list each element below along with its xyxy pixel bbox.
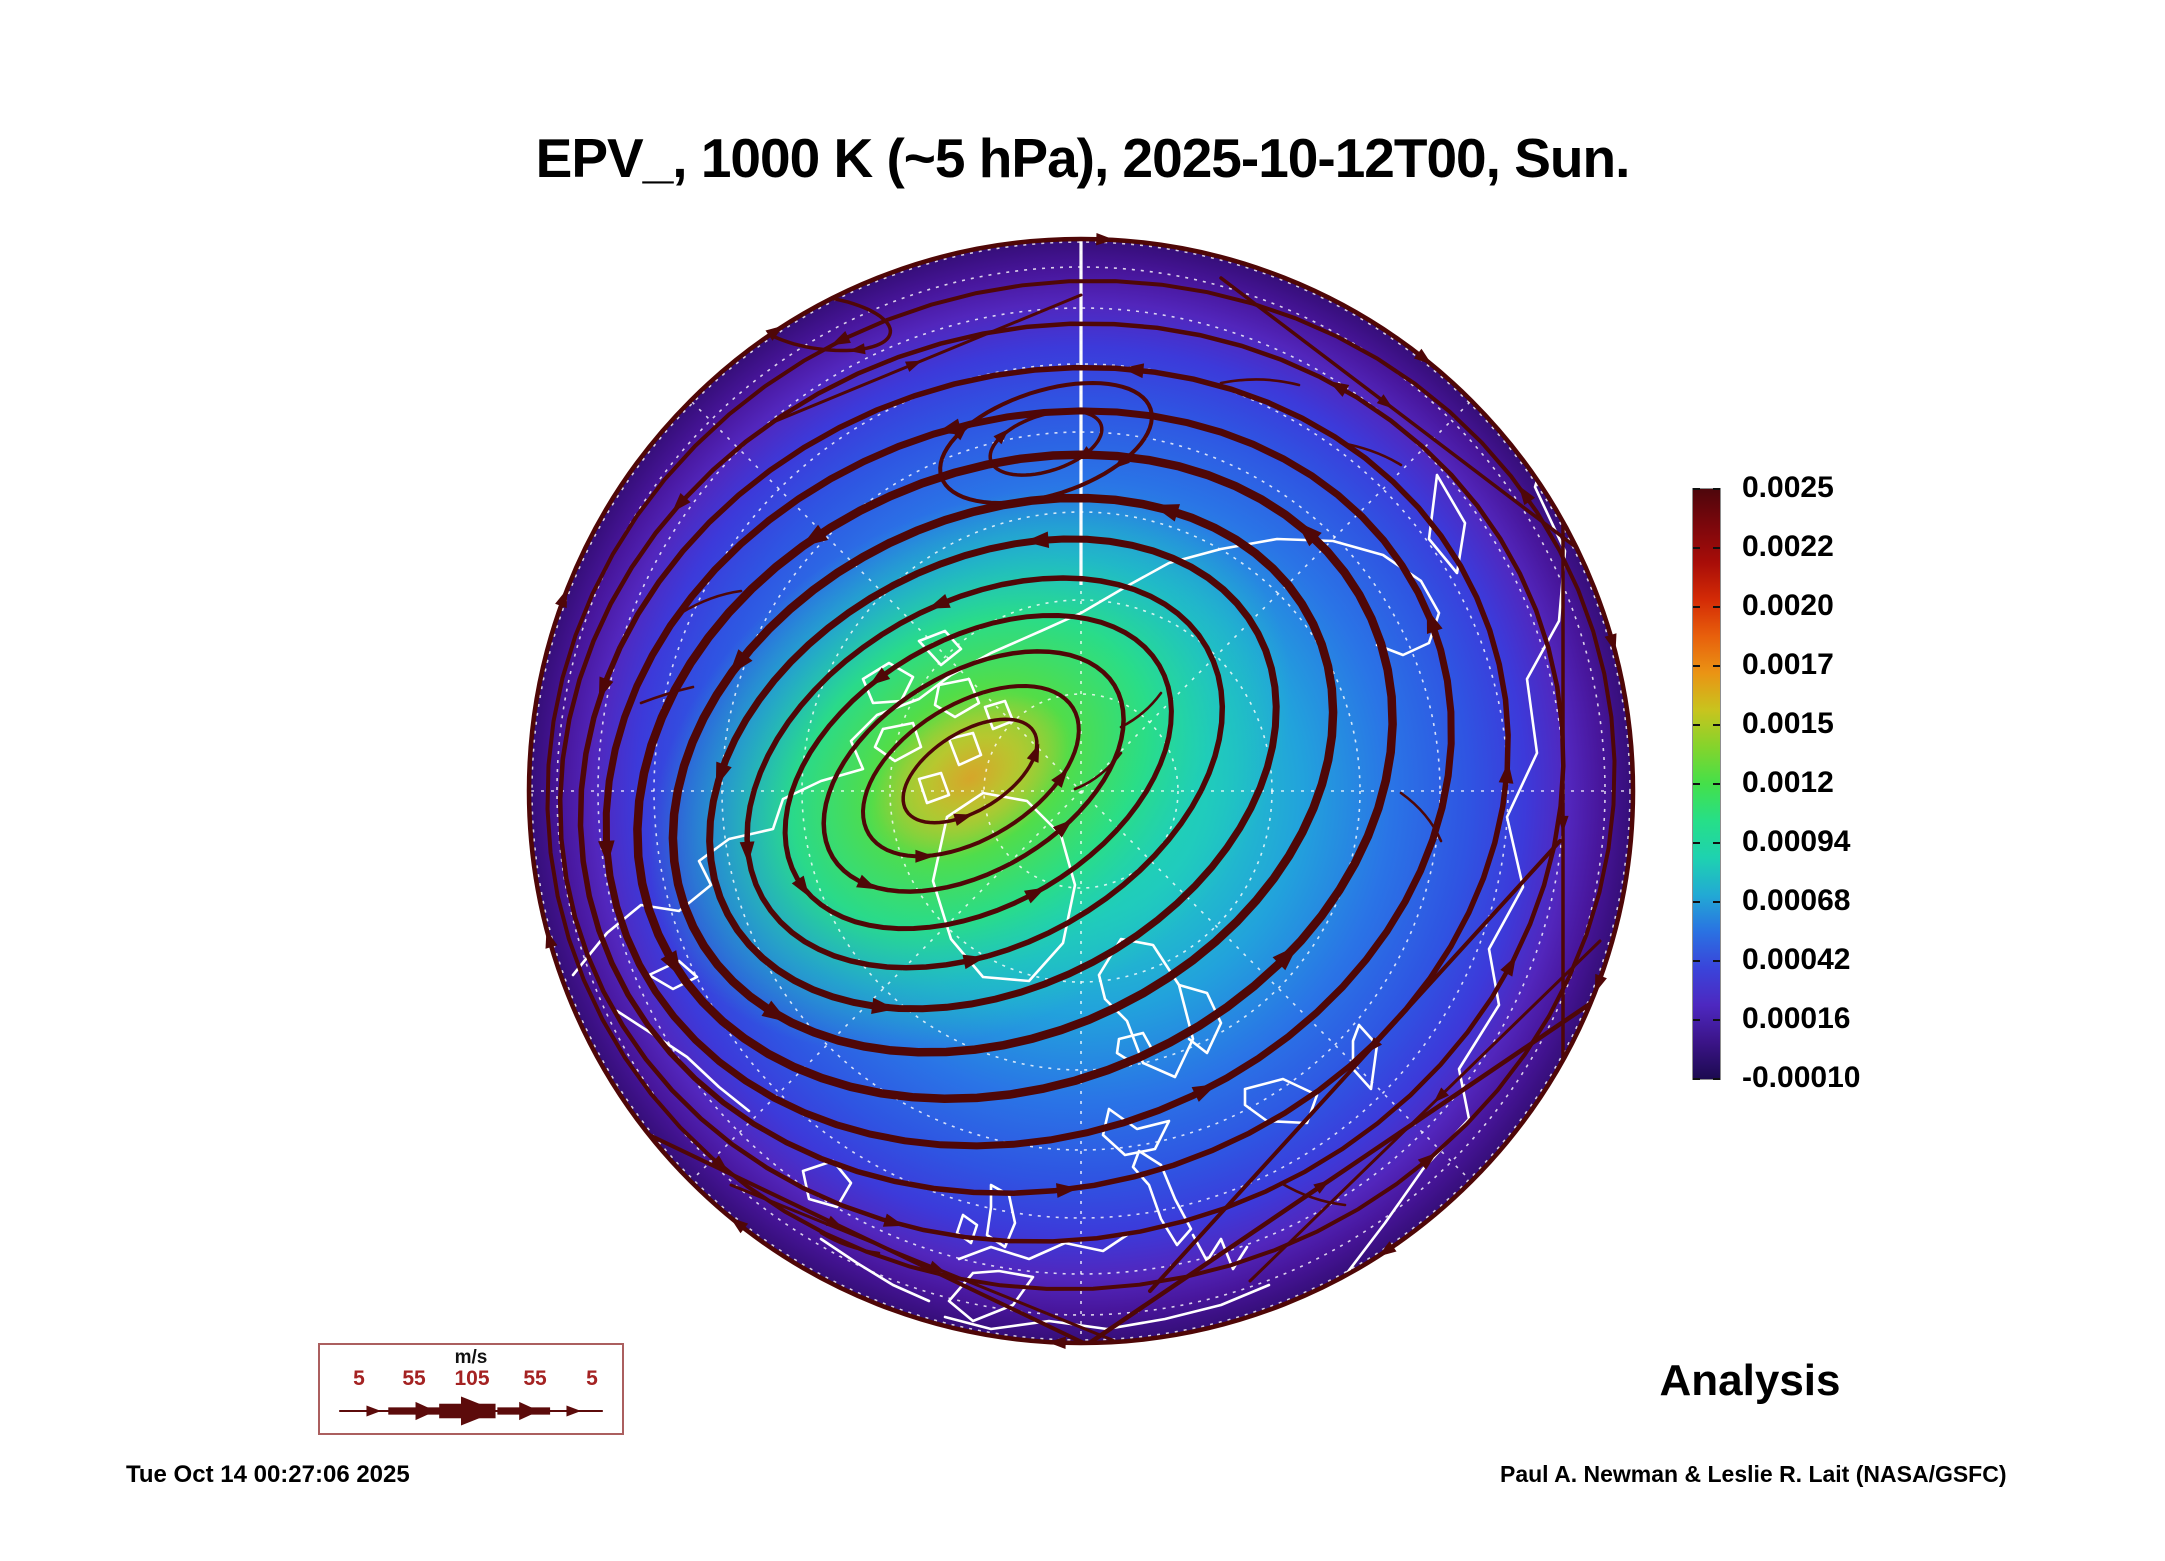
wind-speed-legend: m/s 5 55 105 55 5 — [318, 1343, 624, 1435]
colorbar-tick-label: 0.00094 — [1742, 825, 1851, 858]
colorbar-tick-label: 0.0022 — [1742, 530, 1834, 563]
polar-map — [526, 233, 1636, 1349]
colorbar-tick-label: 0.0025 — [1742, 471, 1834, 504]
wind-speed-value: 105 — [454, 1367, 490, 1390]
colorbar-tick-label: 0.0012 — [1742, 766, 1834, 799]
colorbar-tick-label: 0.0015 — [1742, 707, 1834, 740]
colorbar-tick-label: 0.00016 — [1742, 1002, 1851, 1035]
wind-scale-arrow-icon — [339, 1396, 603, 1426]
colorbar-tick-label: 0.0017 — [1742, 648, 1834, 681]
credit-line: Paul A. Newman & Leslie R. Lait (NASA/GS… — [1500, 1461, 2007, 1487]
wind-speed-values: 5 55 105 55 5 — [320, 1367, 622, 1393]
wind-speed-value: 5 — [586, 1367, 598, 1390]
colorbar-gradient — [1692, 488, 1721, 1080]
generated-timestamp: Tue Oct 14 00:27:06 2025 — [126, 1461, 410, 1488]
colorbar-tick-label: 0.00068 — [1742, 884, 1851, 917]
colorbar: 0.0025 0.0022 0.0020 0.0017 0.0015 0.001… — [1692, 471, 2022, 1094]
analysis-label: Analysis — [1659, 1356, 1841, 1405]
wind-unit-label: m/s — [454, 1347, 488, 1368]
colorbar-labels: 0.0025 0.0022 0.0020 0.0017 0.0015 0.001… — [1742, 471, 2022, 1094]
wind-speed-value: 5 — [353, 1367, 365, 1390]
wind-speed-value: 55 — [523, 1367, 547, 1390]
colorbar-tick-label: 0.0020 — [1742, 589, 1834, 622]
plot-title: EPV_, 1000 K (~5 hPa), 2025-10-12T00, Su… — [535, 127, 1631, 189]
wind-speed-value: 55 — [402, 1367, 426, 1390]
colorbar-tick-label: 0.00042 — [1742, 943, 1851, 976]
colorbar-tick-label: -0.00010 — [1742, 1061, 1861, 1094]
